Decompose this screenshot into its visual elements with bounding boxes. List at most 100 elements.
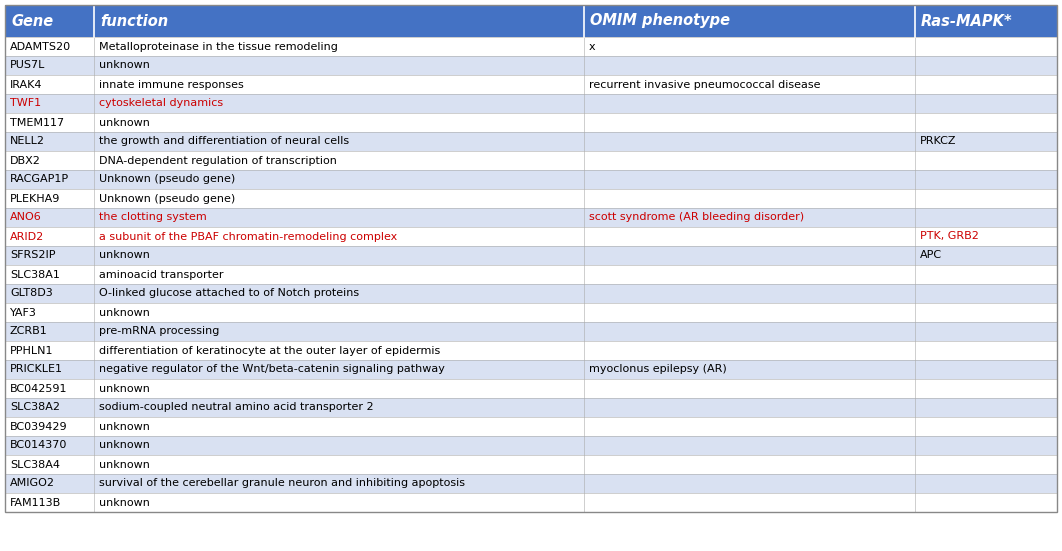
Bar bbox=[95, 322, 584, 341]
Bar bbox=[5, 75, 95, 94]
Bar bbox=[5, 56, 95, 75]
Bar bbox=[5, 398, 95, 417]
Text: DNA-dependent regulation of transcription: DNA-dependent regulation of transcriptio… bbox=[100, 155, 338, 165]
Bar bbox=[915, 455, 1057, 474]
Bar bbox=[915, 75, 1057, 94]
Text: recurrent invasive pneumococcal disease: recurrent invasive pneumococcal disease bbox=[588, 79, 820, 89]
Text: myoclonus epilepsy (AR): myoclonus epilepsy (AR) bbox=[588, 365, 726, 375]
Bar bbox=[5, 303, 95, 322]
Bar bbox=[95, 436, 584, 455]
Text: survival of the cerebellar granule neuron and inhibiting apoptosis: survival of the cerebellar granule neuro… bbox=[100, 478, 465, 489]
Bar bbox=[915, 37, 1057, 56]
Text: negative regulator of the Wnt/beta-catenin signaling pathway: negative regulator of the Wnt/beta-caten… bbox=[100, 365, 445, 375]
Text: PTK, GRB2: PTK, GRB2 bbox=[920, 231, 979, 241]
Text: DBX2: DBX2 bbox=[10, 155, 40, 165]
Text: RACGAP1P: RACGAP1P bbox=[10, 175, 69, 185]
Bar bbox=[5, 246, 95, 265]
Bar bbox=[584, 170, 915, 189]
Bar bbox=[915, 151, 1057, 170]
Bar bbox=[95, 265, 584, 284]
Bar bbox=[95, 75, 584, 94]
Text: pre-mRNA processing: pre-mRNA processing bbox=[100, 327, 220, 337]
Bar bbox=[95, 303, 584, 322]
Bar bbox=[584, 360, 915, 379]
Bar bbox=[915, 322, 1057, 341]
Text: Unknown (pseudo gene): Unknown (pseudo gene) bbox=[100, 175, 236, 185]
Bar bbox=[5, 94, 95, 113]
Text: BC014370: BC014370 bbox=[10, 440, 67, 451]
Text: unknown: unknown bbox=[100, 498, 151, 507]
Bar bbox=[915, 170, 1057, 189]
Text: the clotting system: the clotting system bbox=[100, 213, 207, 223]
Bar bbox=[5, 189, 95, 208]
Text: innate immune responses: innate immune responses bbox=[100, 79, 244, 89]
Bar bbox=[584, 227, 915, 246]
Bar bbox=[5, 360, 95, 379]
Bar bbox=[915, 474, 1057, 493]
Bar bbox=[95, 56, 584, 75]
Text: unknown: unknown bbox=[100, 251, 151, 261]
Text: unknown: unknown bbox=[100, 440, 151, 451]
Text: the growth and differentiation of neural cells: the growth and differentiation of neural… bbox=[100, 137, 349, 147]
Bar bbox=[584, 132, 915, 151]
Bar bbox=[915, 265, 1057, 284]
Text: x: x bbox=[588, 41, 595, 51]
Text: IRAK4: IRAK4 bbox=[10, 79, 42, 89]
Bar bbox=[915, 132, 1057, 151]
Text: APC: APC bbox=[920, 251, 942, 261]
Text: unknown: unknown bbox=[100, 383, 151, 393]
Bar bbox=[584, 189, 915, 208]
Bar bbox=[584, 303, 915, 322]
Bar bbox=[915, 94, 1057, 113]
Text: NELL2: NELL2 bbox=[10, 137, 45, 147]
Bar bbox=[95, 246, 584, 265]
Bar bbox=[95, 151, 584, 170]
Bar bbox=[95, 227, 584, 246]
Bar bbox=[5, 227, 95, 246]
Text: unknown: unknown bbox=[100, 460, 151, 469]
Bar bbox=[584, 436, 915, 455]
Bar bbox=[95, 455, 584, 474]
Bar bbox=[915, 56, 1057, 75]
Bar bbox=[5, 37, 95, 56]
Bar bbox=[584, 455, 915, 474]
Text: TWF1: TWF1 bbox=[10, 99, 41, 109]
Text: unknown: unknown bbox=[100, 61, 151, 71]
Bar bbox=[95, 189, 584, 208]
Text: Gene: Gene bbox=[11, 14, 53, 29]
Bar bbox=[915, 303, 1057, 322]
Text: GLT8D3: GLT8D3 bbox=[10, 289, 53, 299]
Text: scott syndrome (AR bleeding disorder): scott syndrome (AR bleeding disorder) bbox=[588, 213, 804, 223]
Text: ZCRB1: ZCRB1 bbox=[10, 327, 48, 337]
Bar bbox=[95, 5, 584, 37]
Text: a subunit of the PBAF chromatin-remodeling complex: a subunit of the PBAF chromatin-remodeli… bbox=[100, 231, 397, 241]
Text: Ras-MAPK*: Ras-MAPK* bbox=[921, 14, 1012, 29]
Bar bbox=[95, 474, 584, 493]
Bar bbox=[5, 322, 95, 341]
Bar bbox=[584, 94, 915, 113]
Bar bbox=[584, 474, 915, 493]
Bar bbox=[5, 341, 95, 360]
Bar bbox=[584, 113, 915, 132]
Bar bbox=[95, 417, 584, 436]
Bar bbox=[5, 455, 95, 474]
Text: OMIM phenotype: OMIM phenotype bbox=[589, 14, 730, 29]
Bar bbox=[5, 436, 95, 455]
Bar bbox=[95, 37, 584, 56]
Bar bbox=[915, 284, 1057, 303]
Bar bbox=[915, 417, 1057, 436]
Text: YAF3: YAF3 bbox=[10, 307, 37, 317]
Text: PRKCZ: PRKCZ bbox=[920, 137, 957, 147]
Text: unknown: unknown bbox=[100, 422, 151, 431]
Bar bbox=[915, 436, 1057, 455]
Text: sodium-coupled neutral amino acid transporter 2: sodium-coupled neutral amino acid transp… bbox=[100, 402, 374, 413]
Text: ANO6: ANO6 bbox=[10, 213, 41, 223]
Bar bbox=[584, 208, 915, 227]
Bar bbox=[95, 284, 584, 303]
Bar bbox=[95, 379, 584, 398]
Text: AMIGO2: AMIGO2 bbox=[10, 478, 55, 489]
Bar bbox=[95, 398, 584, 417]
Text: cytoskeletal dynamics: cytoskeletal dynamics bbox=[100, 99, 223, 109]
Bar bbox=[584, 75, 915, 94]
Bar bbox=[584, 322, 915, 341]
